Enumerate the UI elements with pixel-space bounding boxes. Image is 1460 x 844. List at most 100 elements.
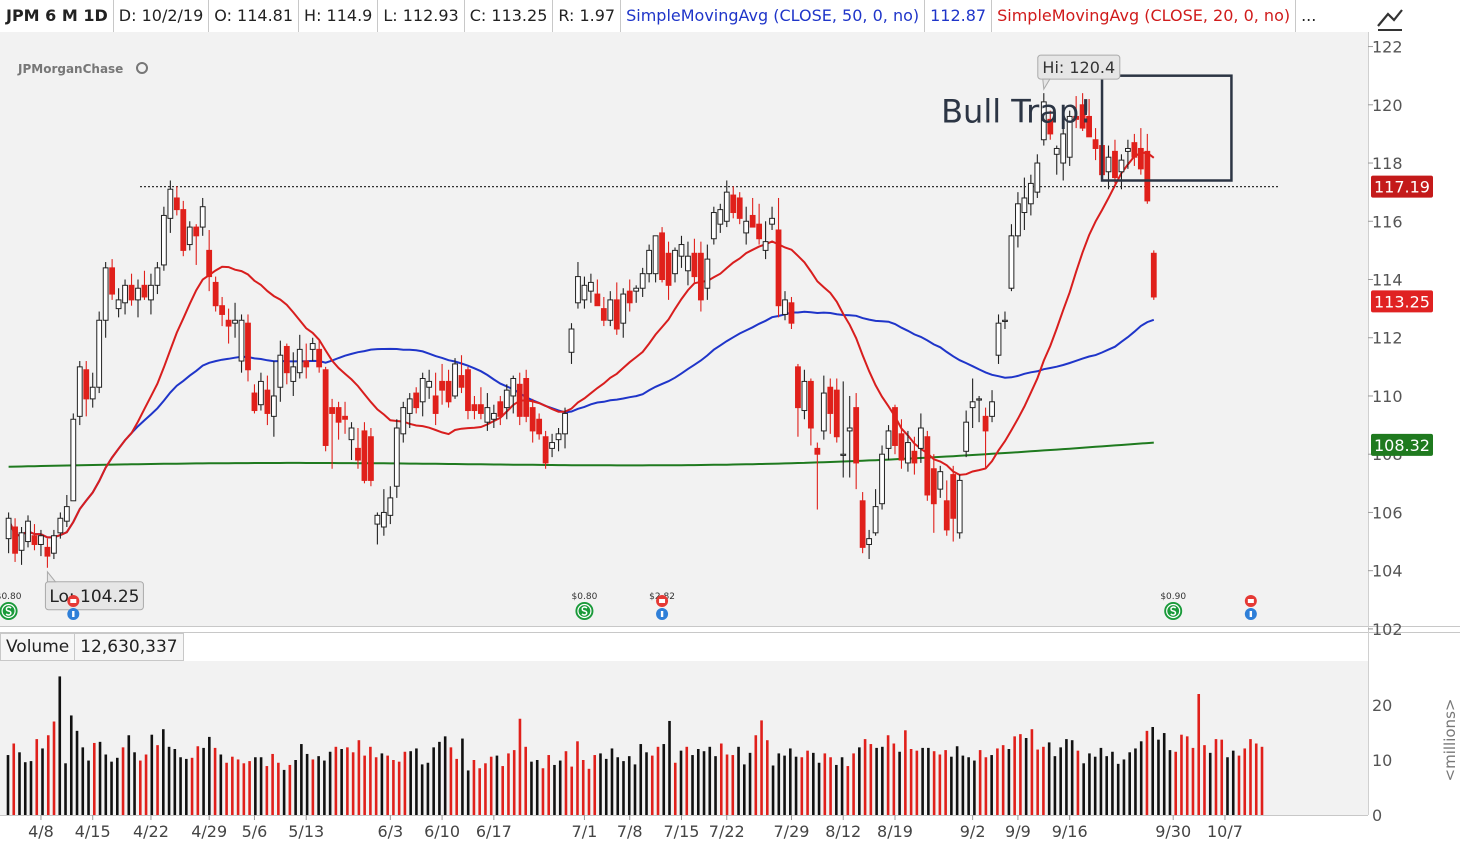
candle[interactable] xyxy=(568,323,575,364)
candle[interactable] xyxy=(950,465,957,542)
candle[interactable] xyxy=(659,227,665,283)
candle[interactable] xyxy=(678,235,685,268)
candle[interactable] xyxy=(549,433,555,458)
candle[interactable] xyxy=(943,480,950,536)
candle[interactable] xyxy=(801,369,808,420)
candle[interactable] xyxy=(536,413,543,440)
candle[interactable] xyxy=(814,442,821,510)
candle[interactable] xyxy=(575,262,581,309)
candle[interactable] xyxy=(173,186,180,216)
candle[interactable] xyxy=(426,369,433,399)
candle[interactable] xyxy=(439,363,445,405)
candle[interactable] xyxy=(672,247,678,283)
candle[interactable] xyxy=(329,398,336,469)
candle[interactable] xyxy=(898,419,905,469)
candle[interactable] xyxy=(380,489,387,536)
candle[interactable] xyxy=(115,288,122,318)
candle[interactable] xyxy=(122,279,128,315)
candle[interactable] xyxy=(1125,139,1131,169)
candle[interactable] xyxy=(885,425,892,461)
candle[interactable] xyxy=(1047,110,1054,140)
candle[interactable] xyxy=(12,518,18,562)
candle[interactable] xyxy=(497,395,504,426)
candle[interactable] xyxy=(1053,145,1060,175)
candle[interactable] xyxy=(1137,128,1144,175)
candle[interactable] xyxy=(76,361,83,426)
candle[interactable] xyxy=(290,352,297,396)
earnings-marker[interactable] xyxy=(67,595,80,620)
candle[interactable] xyxy=(5,512,12,554)
candle[interactable] xyxy=(277,340,284,402)
candle[interactable] xyxy=(976,395,983,423)
sma20-label[interactable]: SimpleMovingAvg (CLOSE, 20, 0, no) xyxy=(991,0,1295,32)
candle[interactable] xyxy=(251,384,258,414)
candle[interactable] xyxy=(432,372,439,426)
candle[interactable] xyxy=(529,398,536,443)
candle[interactable] xyxy=(199,197,206,236)
more-menu[interactable]: ... xyxy=(1295,0,1321,32)
candle[interactable] xyxy=(1008,224,1015,292)
candle[interactable] xyxy=(419,372,426,417)
candle[interactable] xyxy=(710,206,717,245)
candle[interactable] xyxy=(1086,98,1092,138)
candle[interactable] xyxy=(704,244,711,300)
candle[interactable] xyxy=(348,422,355,461)
candle[interactable] xyxy=(685,241,691,286)
candle[interactable] xyxy=(245,314,251,382)
candle[interactable] xyxy=(859,492,866,554)
candle[interactable] xyxy=(646,244,653,283)
candle[interactable] xyxy=(96,311,103,394)
candle[interactable] xyxy=(478,387,484,420)
candle[interactable] xyxy=(57,512,64,539)
candle[interactable] xyxy=(225,308,232,344)
candle[interactable] xyxy=(465,366,471,420)
candle[interactable] xyxy=(626,279,633,312)
candle[interactable] xyxy=(846,395,853,478)
candle[interactable] xyxy=(782,291,788,321)
candle[interactable] xyxy=(905,430,911,472)
candle[interactable] xyxy=(264,375,271,426)
dividend-marker[interactable]: $0.80 xyxy=(0,592,22,620)
candle[interactable] xyxy=(303,343,310,379)
candle[interactable] xyxy=(63,494,70,527)
candle[interactable] xyxy=(31,524,38,551)
candle[interactable] xyxy=(613,282,620,335)
candle[interactable] xyxy=(1150,250,1157,300)
candle[interactable] xyxy=(361,422,368,484)
candle[interactable] xyxy=(879,445,885,510)
candle[interactable] xyxy=(594,279,601,307)
candle[interactable] xyxy=(510,375,517,414)
candle[interactable] xyxy=(600,296,607,327)
candle[interactable] xyxy=(400,401,407,443)
sma50-line[interactable] xyxy=(7,310,1155,539)
candle[interactable] xyxy=(736,192,743,225)
candle[interactable] xyxy=(83,361,90,417)
candle[interactable] xyxy=(335,401,342,440)
candle[interactable] xyxy=(989,390,995,423)
volume-label[interactable]: Volume xyxy=(0,633,76,661)
candle[interactable] xyxy=(963,410,970,458)
candle[interactable] xyxy=(1066,110,1073,166)
candle[interactable] xyxy=(18,527,25,565)
candle[interactable] xyxy=(212,276,219,312)
candle[interactable] xyxy=(503,384,510,420)
candle[interactable] xyxy=(1131,133,1138,166)
candle[interactable] xyxy=(1092,128,1099,161)
candle[interactable] xyxy=(296,334,303,379)
candle[interactable] xyxy=(756,203,763,245)
candle[interactable] xyxy=(1073,96,1080,129)
candle[interactable] xyxy=(283,343,290,385)
candle[interactable] xyxy=(930,454,937,533)
candle[interactable] xyxy=(542,430,549,469)
candle[interactable] xyxy=(749,197,756,228)
candle[interactable] xyxy=(633,285,640,303)
candle[interactable] xyxy=(180,200,187,257)
earnings-marker[interactable]: $2.82 xyxy=(649,592,675,620)
candle[interactable] xyxy=(840,381,847,478)
candle[interactable] xyxy=(1021,177,1028,230)
candle[interactable] xyxy=(581,276,588,309)
candle[interactable] xyxy=(516,372,523,426)
candle[interactable] xyxy=(820,375,827,440)
candle[interactable] xyxy=(795,363,801,437)
candle[interactable] xyxy=(471,395,478,420)
